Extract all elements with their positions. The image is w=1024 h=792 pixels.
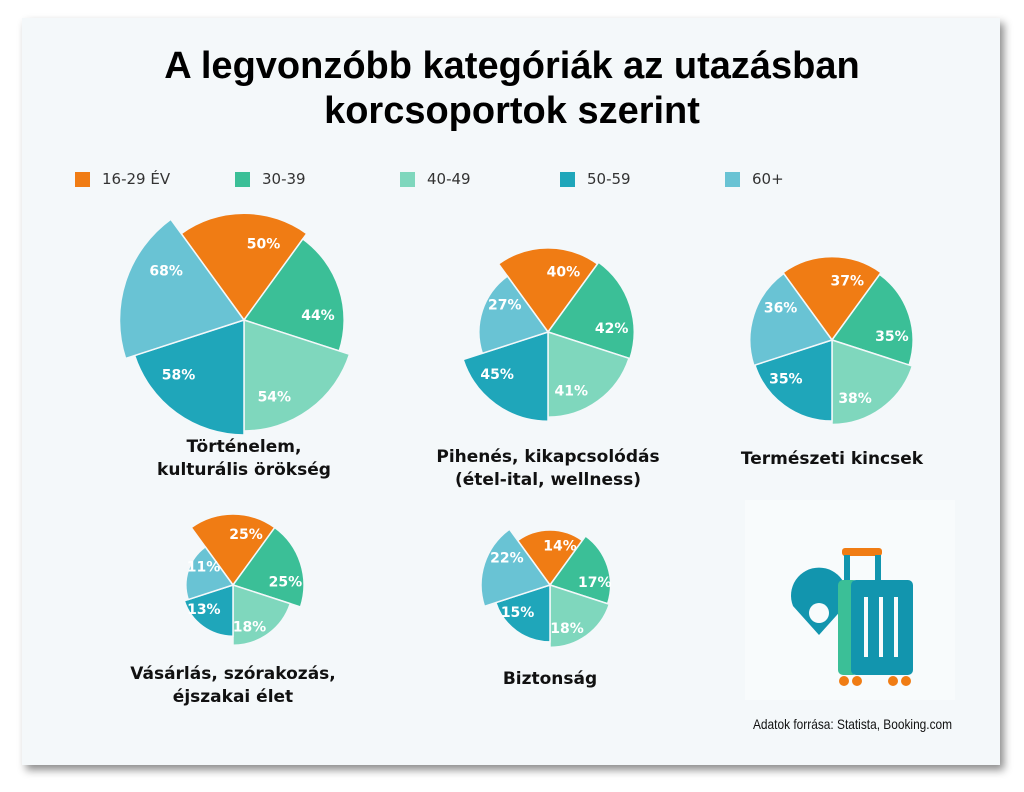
chart-category-label: Történelem, kulturális örökség [94, 436, 394, 482]
pie-chart: 14% 17% 18% 15% 22% [480, 528, 612, 649]
data-label: 40% [547, 265, 581, 281]
title-line-1: A legvonzóbb kategóriák az utazásban [164, 45, 860, 87]
pie-slice [749, 272, 834, 367]
chart-category-label: Természeti kincsek [682, 448, 982, 471]
label-line: Biztonság [502, 669, 598, 689]
legend-label: 16-29 ÉV [102, 170, 171, 188]
pie-slice [830, 273, 914, 366]
legend-item: 60+ [725, 170, 784, 188]
data-label: 17% [578, 575, 612, 591]
label-line: (étel-ital, wellness) [455, 470, 641, 490]
pie-chart: 40% 42% 41% 45% 27% [462, 247, 635, 422]
pie-slice [133, 318, 245, 436]
data-label: 14% [543, 539, 577, 555]
data-label: 42% [595, 321, 629, 337]
data-label: 38% [838, 391, 872, 407]
legend-label: 30-39 [262, 170, 306, 188]
label-line: Pihenés, kikapcsolódás [436, 447, 660, 467]
label-line: éjszakai élet [172, 687, 294, 707]
label-line: Természeti kincsek [740, 449, 924, 469]
page-title: A legvonzóbb kategóriák az utazásban kor… [0, 44, 1024, 134]
chart-category-label: Vásárlás, szórakozás, éjszakai élet [83, 663, 383, 709]
pie-slice [231, 526, 305, 608]
data-label: 35% [875, 329, 909, 345]
pie-slice [548, 534, 612, 605]
pie-slice [242, 237, 345, 352]
data-label: 22% [490, 551, 524, 567]
label-line: Történelem, [186, 437, 302, 457]
chart-category-label: Pihenés, kikapcsolódás (étel-ital, wellne… [398, 446, 698, 492]
pie-chart: 37% 35% 38% 35% 36% [749, 255, 914, 426]
pie-slice [243, 318, 351, 432]
pie-slice [547, 330, 630, 418]
legend-swatch [235, 171, 250, 187]
pie-slice [478, 275, 550, 355]
pie-slice [497, 247, 599, 334]
data-label: 58% [162, 367, 196, 383]
source-note: Adatok forrása: Statista, Booking.com [753, 716, 953, 732]
pie-slice [546, 261, 635, 360]
legend-item: 16-29 ÉV [75, 170, 170, 188]
data-label: 50% [247, 236, 281, 252]
pie-slice [185, 545, 235, 601]
data-label: 15% [501, 605, 535, 621]
data-label: 27% [488, 298, 522, 314]
legend-swatch [560, 171, 575, 187]
chart-category-label: Biztonság [400, 668, 700, 691]
pie-slice [180, 212, 308, 322]
data-label: 25% [269, 575, 303, 591]
legend-item: 50-59 [560, 170, 631, 188]
data-label: 11% [187, 559, 221, 575]
data-label: 25% [229, 527, 263, 543]
data-label: 68% [149, 264, 183, 280]
pie-slice [232, 583, 292, 646]
data-label: 36% [764, 300, 798, 316]
pie-slice [183, 583, 234, 637]
pie-chart: 50% 44% 54% 58% 68% [118, 212, 351, 436]
data-label: 13% [187, 602, 221, 618]
legend-swatch [400, 171, 415, 187]
luggage-and-location-pin-icon [745, 500, 955, 700]
data-label: 44% [301, 308, 335, 324]
pie-slice [753, 338, 833, 422]
legend-item: 30-39 [235, 170, 306, 188]
legend-label: 50-59 [587, 170, 631, 188]
pie-slice [462, 330, 549, 422]
pie-slice [516, 529, 584, 587]
legend-swatch [75, 171, 90, 187]
label-line: kulturális örökség [157, 460, 331, 480]
data-label: 41% [555, 384, 589, 400]
data-label: 37% [830, 273, 864, 289]
data-label: 45% [480, 367, 514, 383]
data-label: 54% [258, 389, 292, 405]
pie-slice [480, 528, 552, 608]
data-label: 18% [550, 621, 584, 637]
pie-slice [494, 583, 551, 643]
pie-slice [831, 338, 914, 426]
data-label: 35% [769, 371, 803, 387]
pie-slice [118, 218, 246, 360]
data-label: 18% [233, 619, 267, 635]
pie-slice [190, 513, 276, 587]
pie-slice [549, 583, 611, 649]
pie-chart: 25% 25% 18% 13% 11% [183, 513, 305, 646]
legend-label: 40-49 [427, 170, 471, 188]
legend-item: 40-49 [400, 170, 471, 188]
legend-label: 60+ [752, 170, 784, 188]
legend-swatch [725, 171, 740, 187]
pie-slice [781, 255, 883, 342]
label-line: Vásárlás, szórakozás, [130, 664, 336, 684]
title-line-2: korcsoportok szerint [324, 90, 700, 132]
